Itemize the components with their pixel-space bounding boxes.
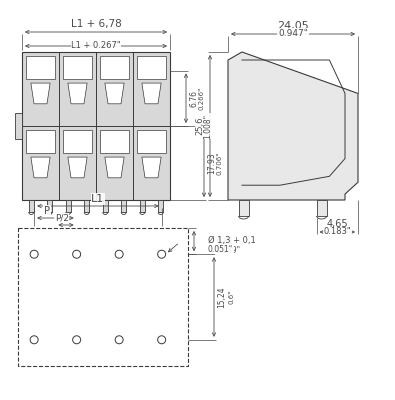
Text: 0.6": 0.6": [228, 290, 234, 304]
Polygon shape: [68, 83, 87, 104]
Text: 0.189": 0.189": [216, 246, 241, 255]
Bar: [137, 56, 166, 79]
Polygon shape: [31, 83, 50, 104]
Text: L1 + 0.267": L1 + 0.267": [71, 42, 121, 50]
Text: 4,81: 4,81: [216, 237, 235, 246]
Bar: [103, 200, 108, 212]
Polygon shape: [68, 157, 87, 178]
Bar: [26, 130, 55, 153]
Bar: [22, 52, 170, 200]
Polygon shape: [142, 157, 161, 178]
Polygon shape: [228, 52, 358, 200]
Bar: [121, 200, 126, 212]
Text: P: P: [44, 206, 50, 216]
Bar: [84, 200, 89, 212]
Text: 0.706": 0.706": [217, 151, 223, 175]
Polygon shape: [31, 157, 50, 178]
Text: 24,05: 24,05: [277, 21, 309, 31]
Text: 0.947": 0.947": [278, 28, 308, 38]
Bar: [317, 200, 327, 216]
Bar: [26, 56, 55, 79]
Text: 15,24: 15,24: [218, 286, 226, 308]
Text: 0.051": 0.051": [208, 245, 233, 254]
Bar: [63, 56, 92, 79]
Text: 4,65: 4,65: [327, 219, 348, 229]
Bar: [18, 228, 188, 366]
Text: 0.266": 0.266": [199, 87, 205, 110]
Bar: [29, 200, 34, 212]
Text: L1: L1: [91, 194, 105, 204]
Bar: [63, 130, 92, 153]
Polygon shape: [142, 83, 161, 104]
Text: 25,6: 25,6: [196, 117, 205, 135]
Text: 1.008": 1.008": [203, 114, 213, 138]
Bar: [47, 200, 52, 212]
Bar: [239, 200, 248, 216]
Bar: [15, 113, 22, 139]
Bar: [140, 200, 145, 212]
Text: 0.183": 0.183": [324, 228, 351, 236]
Bar: [66, 200, 71, 212]
Bar: [158, 200, 163, 212]
Text: L1 + 6,78: L1 + 6,78: [71, 19, 121, 29]
Polygon shape: [105, 157, 124, 178]
Text: Ø 1,3 + 0,1: Ø 1,3 + 0,1: [208, 236, 256, 245]
Polygon shape: [105, 83, 124, 104]
Bar: [100, 130, 129, 153]
Text: 6.76: 6.76: [190, 90, 199, 107]
Text: P/2: P/2: [55, 214, 69, 222]
Bar: [137, 130, 166, 153]
Text: 17.93: 17.93: [207, 152, 216, 174]
Bar: [100, 56, 129, 79]
